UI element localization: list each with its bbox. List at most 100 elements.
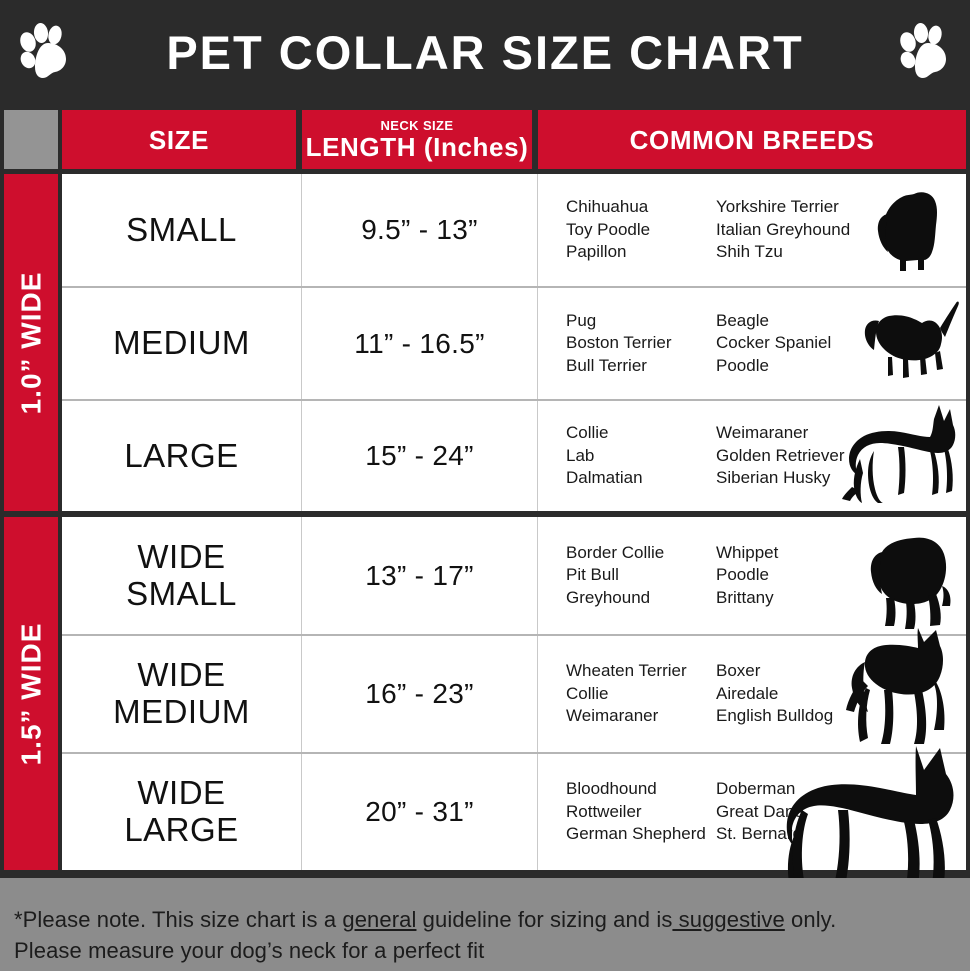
- column-header-length-label: LENGTH (Inches): [305, 132, 529, 162]
- footer-text-part2: guideline for sizing and is: [416, 907, 673, 932]
- length-value: 9.5” - 13”: [361, 214, 478, 245]
- width-band-1-5-inch: 1.5” WIDE: [4, 517, 58, 870]
- size-label: WIDE LARGE: [124, 774, 239, 849]
- breed-item: Papillon: [566, 242, 627, 262]
- breed-column-2: Doberman Great Dane St. Bernard: [716, 778, 876, 846]
- breed-item: Boston Terrier: [566, 333, 672, 353]
- table-row: WIDE MEDIUM 16” - 23” Wheaten Terrier Co…: [62, 628, 966, 752]
- breed-item: Golden Retriever: [716, 445, 845, 465]
- breed-item: Border Collie: [566, 542, 665, 562]
- cell-size: MEDIUM: [62, 288, 302, 399]
- breed-column-2: Weimaraner Golden Retriever Siberian Hus…: [716, 422, 876, 490]
- breed-item: Weimaraner: [566, 706, 659, 726]
- cell-breeds: Wheaten Terrier Collie Weimaraner Boxer …: [538, 628, 966, 752]
- cell-size: WIDE SMALL: [62, 517, 302, 634]
- width-band-1-0-inch: 1.0” WIDE: [4, 174, 58, 511]
- footer-text-part1: *Please note. This size chart is a: [14, 907, 343, 932]
- table-row: SMALL 9.5” - 13” Chihuahua Toy Poodle Pa…: [62, 174, 966, 286]
- breed-item: Cocker Spaniel: [716, 333, 832, 353]
- table-header-row: SIZE NECK SIZE LENGTH (Inches) COMMON BR…: [0, 110, 970, 169]
- table-corner-cell: [4, 110, 58, 169]
- breed-item: St. Bernard: [716, 824, 802, 844]
- size-label-line1: WIDE: [137, 774, 226, 812]
- footer-text-part3: only.: [784, 907, 837, 932]
- width-band-1-0-inch-label: 1.0” WIDE: [15, 271, 46, 414]
- breed-item: Chihuahua: [566, 197, 649, 217]
- width-band-1-5-inch-label: 1.5” WIDE: [15, 622, 46, 765]
- footer-note: *Please note. This size chart is a gener…: [0, 878, 970, 971]
- column-header-length: NECK SIZE LENGTH (Inches): [302, 110, 532, 169]
- page-title: PET COLLAR SIZE CHART: [166, 25, 804, 79]
- column-header-size-label: SIZE: [148, 124, 210, 155]
- cell-length: 20” - 31”: [302, 754, 538, 870]
- cell-size: WIDE LARGE: [62, 754, 302, 870]
- breed-item: Yorkshire Terrier: [716, 197, 839, 217]
- footer-underline-general: general: [342, 907, 417, 932]
- row-group-1-5-inch: WIDE SMALL 13” - 17” Border Collie Pit B…: [62, 517, 966, 870]
- cell-length: 11” - 16.5”: [302, 288, 538, 399]
- size-label-line2: MEDIUM: [113, 693, 250, 730]
- length-value: 13” - 17”: [365, 559, 474, 591]
- cell-size: SMALL: [62, 174, 302, 286]
- chart-header-banner: PET COLLAR SIZE CHART: [0, 0, 970, 104]
- breed-item: Shih Tzu: [716, 242, 783, 262]
- breed-item: Collie: [566, 683, 609, 703]
- breed-column-1: Pug Boston Terrier Bull Terrier: [566, 310, 716, 378]
- cell-breeds: Collie Lab Dalmatian Weimaraner Golden R…: [538, 401, 966, 511]
- breed-item: Boxer: [716, 661, 761, 681]
- breed-item: Greyhound: [566, 587, 651, 607]
- breed-column-2: Boxer Airedale English Bulldog: [716, 660, 876, 728]
- breed-column-1: Border Collie Pit Bull Greyhound: [566, 542, 716, 610]
- breed-column-1: Chihuahua Toy Poodle Papillon: [566, 196, 716, 264]
- breed-item: Airedale: [716, 683, 779, 703]
- cell-breeds: Border Collie Pit Bull Greyhound Whippet…: [538, 517, 966, 634]
- size-label: MEDIUM: [113, 324, 250, 362]
- size-label: WIDE MEDIUM: [113, 656, 250, 731]
- cell-breeds: Bloodhound Rottweiler German Shepherd Do…: [538, 754, 966, 870]
- size-label: SMALL: [126, 210, 237, 248]
- size-label: LARGE: [124, 436, 239, 474]
- row-group-1-0-inch: SMALL 9.5” - 13” Chihuahua Toy Poodle Pa…: [62, 174, 966, 511]
- size-label-line2: SMALL: [126, 574, 237, 612]
- table-row: WIDE LARGE 20” - 31” Bloodhound Rottweil…: [62, 752, 966, 870]
- breed-item: Bull Terrier: [566, 355, 647, 375]
- paw-print-icon: [900, 23, 946, 78]
- breed-item: Italian Greyhound: [716, 219, 851, 239]
- column-header-breeds-label: COMMON BREEDS: [629, 124, 875, 155]
- breed-item: Collie: [566, 423, 609, 443]
- length-value: 15” - 24”: [365, 440, 474, 471]
- breed-item: Poodle: [716, 565, 769, 585]
- breed-column-2: Yorkshire Terrier Italian Greyhound Shih…: [716, 196, 876, 264]
- pomeranian-silhouette-icon: [870, 184, 948, 276]
- paw-print-icon: [20, 23, 66, 78]
- footer-underline-suggestive: suggestive: [672, 907, 785, 932]
- size-label-line2: LARGE: [124, 811, 239, 848]
- cell-length: 13” - 17”: [302, 517, 538, 634]
- table-row: LARGE 15” - 24” Collie Lab Dalmatian Wei…: [62, 399, 966, 511]
- breed-item: Weimaraner: [716, 423, 809, 443]
- cell-length: 16” - 23”: [302, 636, 538, 752]
- cell-size: LARGE: [62, 401, 302, 511]
- size-table: SIZE NECK SIZE LENGTH (Inches) COMMON BR…: [0, 104, 970, 878]
- length-value: 20” - 31”: [365, 796, 474, 827]
- cell-breeds: Pug Boston Terrier Bull Terrier Beagle C…: [538, 288, 966, 399]
- breed-item: Pit Bull: [566, 565, 619, 585]
- breed-column-1: Bloodhound Rottweiler German Shepherd: [566, 778, 716, 846]
- breed-item: Poodle: [716, 355, 769, 375]
- size-label-line1: WIDE: [137, 537, 226, 575]
- breed-item: Doberman: [716, 779, 796, 799]
- length-value: 11” - 16.5”: [354, 327, 485, 359]
- breed-item: Dalmatian: [566, 468, 643, 488]
- cell-size: WIDE MEDIUM: [62, 636, 302, 752]
- column-header-size: SIZE: [62, 110, 296, 169]
- size-label: WIDE SMALL: [126, 537, 237, 613]
- column-header-breeds: COMMON BREEDS: [538, 110, 966, 169]
- breed-item: Beagle: [716, 310, 769, 330]
- footer-line-2: Please measure your dog’s neck for a per…: [14, 938, 485, 964]
- breed-item: Pug: [566, 310, 597, 330]
- breed-item: Siberian Husky: [716, 468, 831, 488]
- column-header-length-superlabel: NECK SIZE: [380, 118, 454, 133]
- breed-item: Brittany: [716, 587, 774, 607]
- size-label-line1: WIDE: [137, 656, 226, 694]
